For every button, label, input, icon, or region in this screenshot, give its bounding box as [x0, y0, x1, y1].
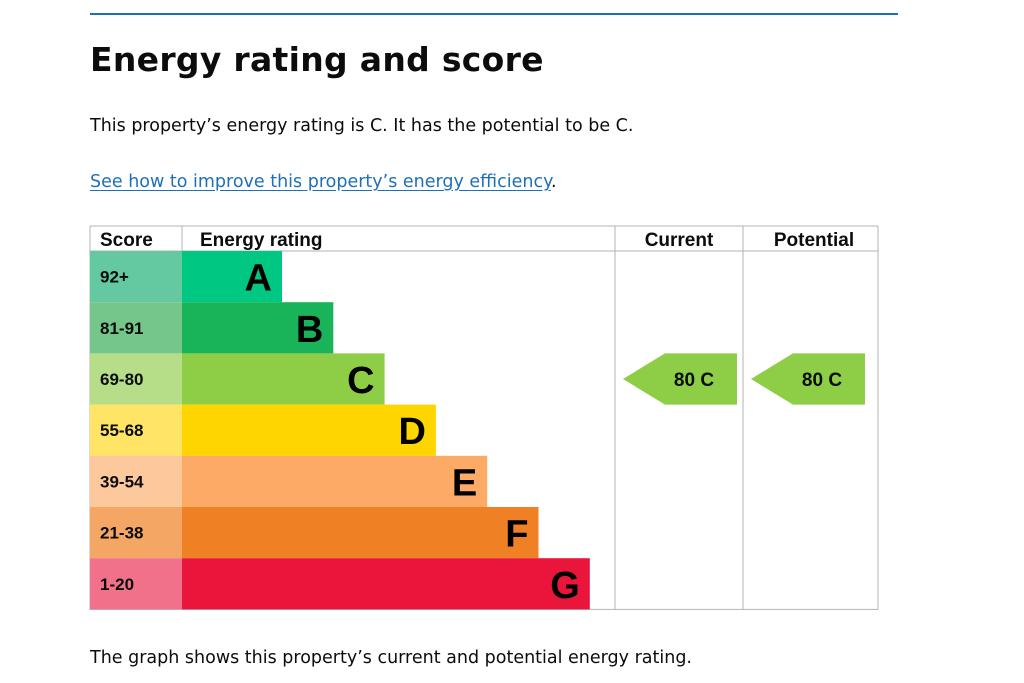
band-letter-f: F	[505, 514, 528, 556]
band-letter-c: C	[347, 360, 374, 402]
energy-rating-header: Energy rating	[200, 230, 322, 251]
chart-headers: Score Energy rating Current Potential	[100, 230, 854, 251]
score-cell-f	[90, 507, 182, 559]
score-cell-a	[90, 251, 182, 303]
potential-arrow-label: 80 C	[802, 370, 842, 391]
band-letter-e: E	[452, 462, 477, 504]
link-suffix: .	[550, 172, 557, 192]
top-divider	[90, 13, 898, 15]
band-letter-d: D	[398, 411, 425, 453]
rating-arrows: 80 C 80 C	[623, 353, 865, 405]
potential-header: Potential	[774, 230, 854, 251]
band-score-e: 39-54	[100, 472, 144, 491]
band-letter-g: G	[550, 565, 580, 607]
band-score-f: 21-38	[100, 524, 143, 543]
score-cell-g	[90, 558, 182, 610]
rating-summary: This property’s energy rating is C. It h…	[90, 116, 634, 136]
band-bar-f	[182, 507, 539, 559]
current-arrow-label: 80 C	[674, 370, 714, 391]
band-bar-g	[182, 558, 590, 610]
chart-caption: The graph shows this property’s current …	[90, 648, 692, 668]
band-score-b: 81-91	[100, 319, 143, 338]
page-title: Energy rating and score	[90, 40, 544, 79]
score-cell-c	[90, 353, 182, 405]
potential-arrow	[751, 353, 865, 405]
improve-link-line: See how to improve this property’s energ…	[90, 172, 557, 192]
band-bar-e	[182, 455, 488, 507]
current-header: Current	[645, 230, 714, 251]
score-cell-d	[90, 404, 182, 456]
band-bar-b	[182, 302, 334, 354]
band-score-c: 69-80	[100, 370, 143, 389]
score-cell-e	[90, 455, 182, 507]
score-cell-b	[90, 302, 182, 354]
band-score-d: 55-68	[100, 421, 143, 440]
band-bar-c	[182, 353, 385, 405]
band-bar-d	[182, 404, 436, 456]
current-arrow	[623, 353, 737, 405]
improve-efficiency-link[interactable]: See how to improve this property’s energ…	[90, 172, 551, 192]
band-bar-a	[182, 251, 282, 303]
band-score-a: 92+	[100, 268, 129, 287]
band-letter-a: A	[245, 258, 272, 300]
band-letter-b: B	[296, 309, 323, 351]
band-score-g: 1-20	[100, 575, 134, 594]
score-header: Score	[100, 230, 153, 251]
rating-bands: 92+ A 81-91 B 69-80 C 55-68 D 39-54 E 21-38 F 1-20 G	[90, 251, 590, 610]
